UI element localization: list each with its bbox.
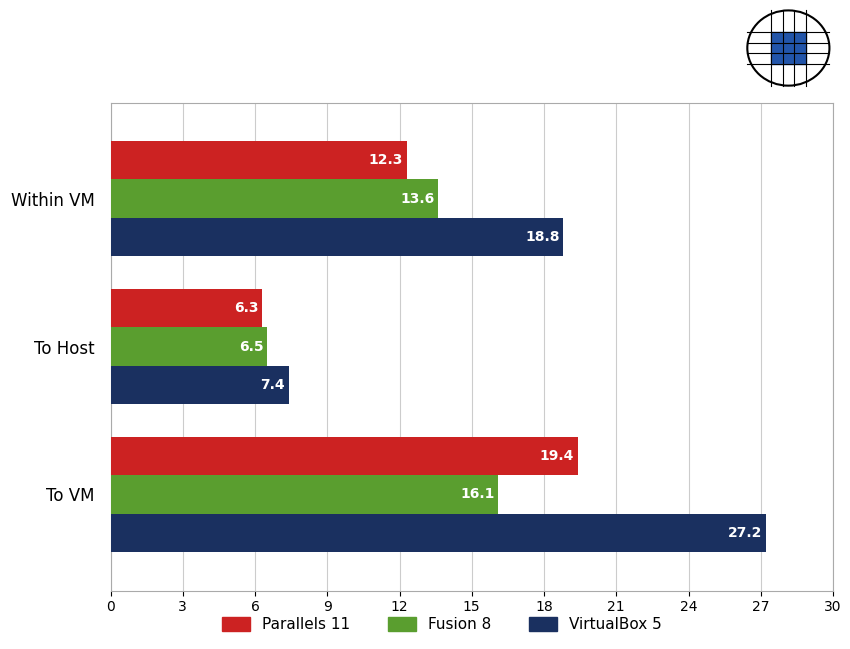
Text: 16.1: 16.1 xyxy=(460,487,495,502)
Circle shape xyxy=(747,10,830,86)
Text: Large File Transfer | Time in Seconds: Large File Transfer | Time in Seconds xyxy=(17,62,391,80)
Bar xyxy=(110,366,289,404)
Text: 19.4: 19.4 xyxy=(540,449,574,463)
Bar xyxy=(110,475,498,514)
Bar xyxy=(110,289,262,327)
Bar xyxy=(110,141,406,179)
Text: 13.6: 13.6 xyxy=(400,191,434,206)
Legend: Parallels 11, Fusion 8, VirtualBox 5: Parallels 11, Fusion 8, VirtualBox 5 xyxy=(216,611,668,638)
Bar xyxy=(110,437,578,475)
Text: 2015 VM Benchmark Showdown: 2015 VM Benchmark Showdown xyxy=(17,17,393,37)
Bar xyxy=(110,514,766,552)
FancyBboxPatch shape xyxy=(771,32,806,64)
Text: 12.3: 12.3 xyxy=(369,153,403,167)
Bar xyxy=(110,218,564,256)
Text: 6.3: 6.3 xyxy=(234,301,258,315)
Text: 27.2: 27.2 xyxy=(728,526,762,540)
Bar xyxy=(110,179,438,218)
Text: 7.4: 7.4 xyxy=(260,378,285,392)
Text: 6.5: 6.5 xyxy=(239,339,264,354)
Text: 18.8: 18.8 xyxy=(525,230,559,244)
Bar xyxy=(110,327,267,366)
